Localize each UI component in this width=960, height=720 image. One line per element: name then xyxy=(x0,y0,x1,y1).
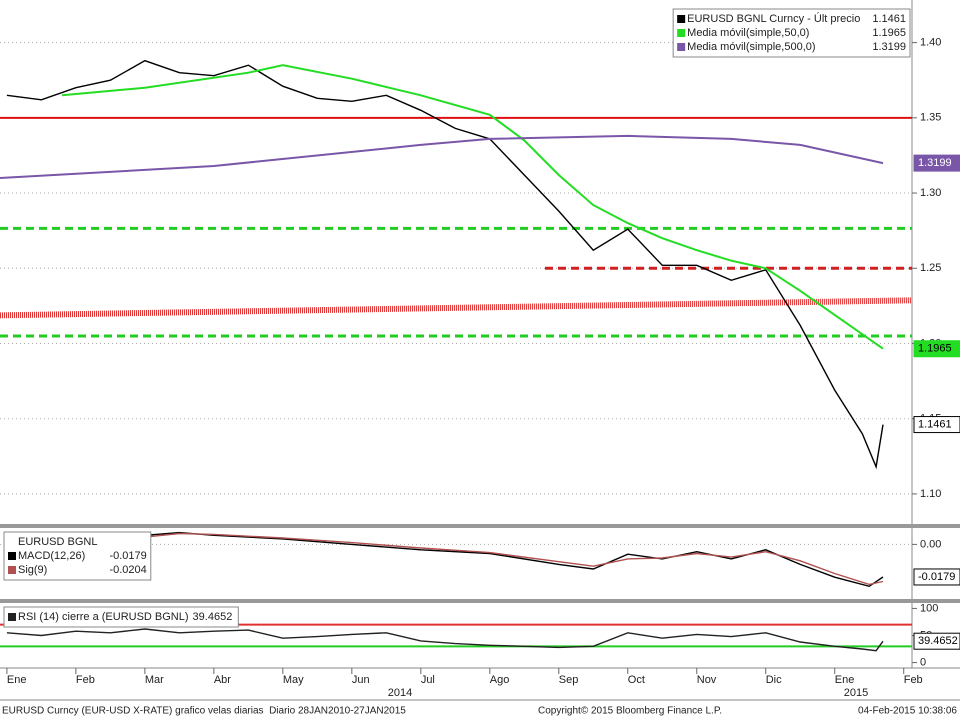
value-tag-label: 1.1965 xyxy=(918,343,952,355)
x-tick-label: Dic xyxy=(766,674,782,686)
y-tick-label: 1.40 xyxy=(920,37,941,49)
y-tick-label: 0.00 xyxy=(920,538,941,550)
year-label: 2015 xyxy=(844,687,868,699)
x-tick-label: Feb xyxy=(904,674,923,686)
x-tick-label: Jul xyxy=(421,674,435,686)
y-tick-label: 1.10 xyxy=(920,488,941,500)
x-tick-label: Abr xyxy=(214,674,231,686)
series-line xyxy=(62,64,884,350)
legend-label: Sig(9) xyxy=(18,564,47,576)
panel-separator xyxy=(0,524,960,528)
panel-separator xyxy=(0,599,960,603)
legend-value: -0.0204 xyxy=(109,564,146,576)
legend-swatch xyxy=(8,552,16,560)
legend-label: MACD(12,26) xyxy=(18,550,85,562)
x-tick-label: Feb xyxy=(76,674,95,686)
value-tag-label: 1.1461 xyxy=(918,418,952,430)
legend-label: Media móvil(simple,500,0) xyxy=(687,41,815,53)
legend-value: 1.1965 xyxy=(872,27,906,39)
legend-box xyxy=(672,8,911,58)
legend: EURUSD BGNL MACD(12,26) -0.0179 Sig(9) -0.02… xyxy=(3,531,152,581)
footer-center: Copyright© 2015 Bloomberg Finance L.P. xyxy=(538,706,722,717)
legend-label: Media móvil(simple,50,0) xyxy=(687,27,809,39)
legend-swatch xyxy=(677,15,686,23)
y-tick-label: 1.30 xyxy=(920,187,941,199)
x-tick-label: Jun xyxy=(352,674,370,686)
legend-label: EURUSD BGNL Curncy - Últ precio xyxy=(687,12,860,25)
x-tick-label: Mar xyxy=(145,674,164,686)
value-tag xyxy=(913,632,960,650)
value-tag-label: -0.0179 xyxy=(918,571,955,583)
value-tag xyxy=(913,416,960,434)
value-tag-label: 39.4652 xyxy=(918,635,958,647)
legend-swatch xyxy=(8,613,16,621)
legend-value: -0.0179 xyxy=(109,550,146,562)
footer-right: 04-Feb-2015 10:38:06 xyxy=(858,706,957,717)
x-tick-label: Ene xyxy=(835,674,855,686)
legend-title: EURUSD BGNL xyxy=(18,536,97,548)
series-line xyxy=(6,628,884,652)
legend-value: 39.4652 xyxy=(193,611,233,623)
value-tag xyxy=(913,340,960,358)
legend-label: RSI (14) cierre a (EURUSD BGNL) xyxy=(18,611,189,623)
series-line xyxy=(0,134,884,179)
legend-box xyxy=(3,531,152,581)
y-tick-label: 1.25 xyxy=(920,262,941,274)
legend: RSI (14) cierre a (EURUSD BGNL) 39.4652 xyxy=(3,606,239,628)
legend: EURUSD BGNL Curncy - Últ precio 1.1461 Med… xyxy=(672,8,911,58)
legend-swatch xyxy=(677,29,686,37)
legend-value: 1.3199 xyxy=(872,41,906,53)
series-line xyxy=(6,59,884,470)
legend-swatch xyxy=(677,43,686,51)
legend-value: 1.1461 xyxy=(872,13,906,25)
y-tick-label: 1.35 xyxy=(920,112,941,124)
footer-left: EURUSD Curncy (EUR-USD X-RATE) grafico v… xyxy=(2,706,406,717)
legend-swatch xyxy=(8,566,16,574)
y-tick-label: 100 xyxy=(920,602,938,614)
series-line xyxy=(6,532,884,586)
x-tick-label: May xyxy=(283,674,304,686)
value-tag xyxy=(913,154,960,172)
y-tick-label: 0 xyxy=(920,656,926,668)
x-tick-label: Sep xyxy=(559,674,579,686)
x-tick-label: Ene xyxy=(7,674,27,686)
x-tick-label: Oct xyxy=(628,674,645,686)
x-tick-label: Nov xyxy=(697,674,717,686)
year-label: 2014 xyxy=(388,687,412,699)
value-tag xyxy=(913,568,960,586)
reference-line xyxy=(0,297,913,319)
x-tick-label: Ago xyxy=(490,674,510,686)
legend-box xyxy=(3,606,239,628)
value-tag-label: 1.3199 xyxy=(918,157,952,169)
